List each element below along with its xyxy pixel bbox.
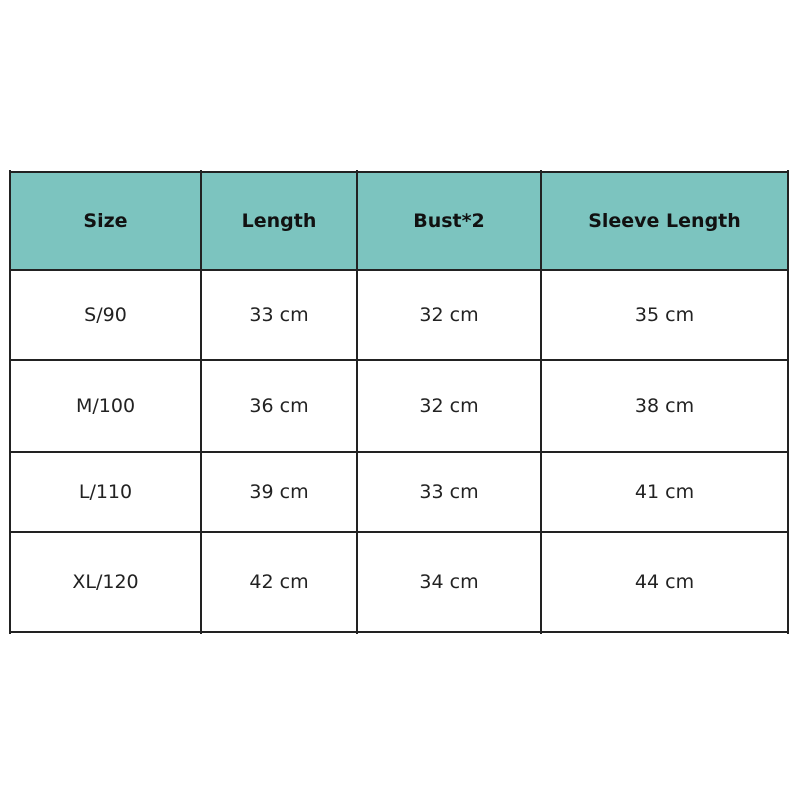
row-border [10, 451, 788, 453]
row-border [10, 531, 788, 533]
table-cell: M/100 [75, 395, 136, 417]
table-cell: 32 cm [419, 304, 479, 326]
column-border [200, 170, 202, 634]
header-cell: Length [201, 172, 357, 270]
table-cell: 33 cm [249, 304, 309, 326]
table-cell: 44 cm [634, 571, 695, 593]
table-cell: L/110 [78, 481, 133, 503]
column-border [787, 170, 789, 634]
table-cell: 38 cm [634, 395, 695, 417]
table-cell: S/90 [84, 304, 127, 326]
table-cell: 32 cm [419, 395, 479, 417]
table-cell: 41 cm [634, 481, 695, 503]
table-cell: 42 cm [249, 571, 309, 593]
row-border [10, 171, 788, 173]
row-border [10, 269, 788, 271]
column-border [356, 170, 358, 634]
table-cell: 36 cm [249, 395, 309, 417]
size-table: Size Length Bust*2 Sleeve Length S/90 33 cm 32… [9, 170, 789, 634]
header-cell: Bust*2 [357, 172, 541, 270]
row-border [10, 359, 788, 361]
column-border [9, 170, 11, 634]
table-cell: XL/120 [72, 571, 139, 593]
table-cell: 35 cm [634, 304, 695, 326]
header-cell: Sleeve Length [541, 172, 788, 270]
table-cell: 34 cm [419, 571, 479, 593]
column-border [540, 170, 542, 634]
table-cell: 39 cm [249, 481, 309, 503]
row-border [10, 631, 788, 633]
header-cell: Size [10, 172, 201, 270]
table-cell: 33 cm [419, 481, 479, 503]
